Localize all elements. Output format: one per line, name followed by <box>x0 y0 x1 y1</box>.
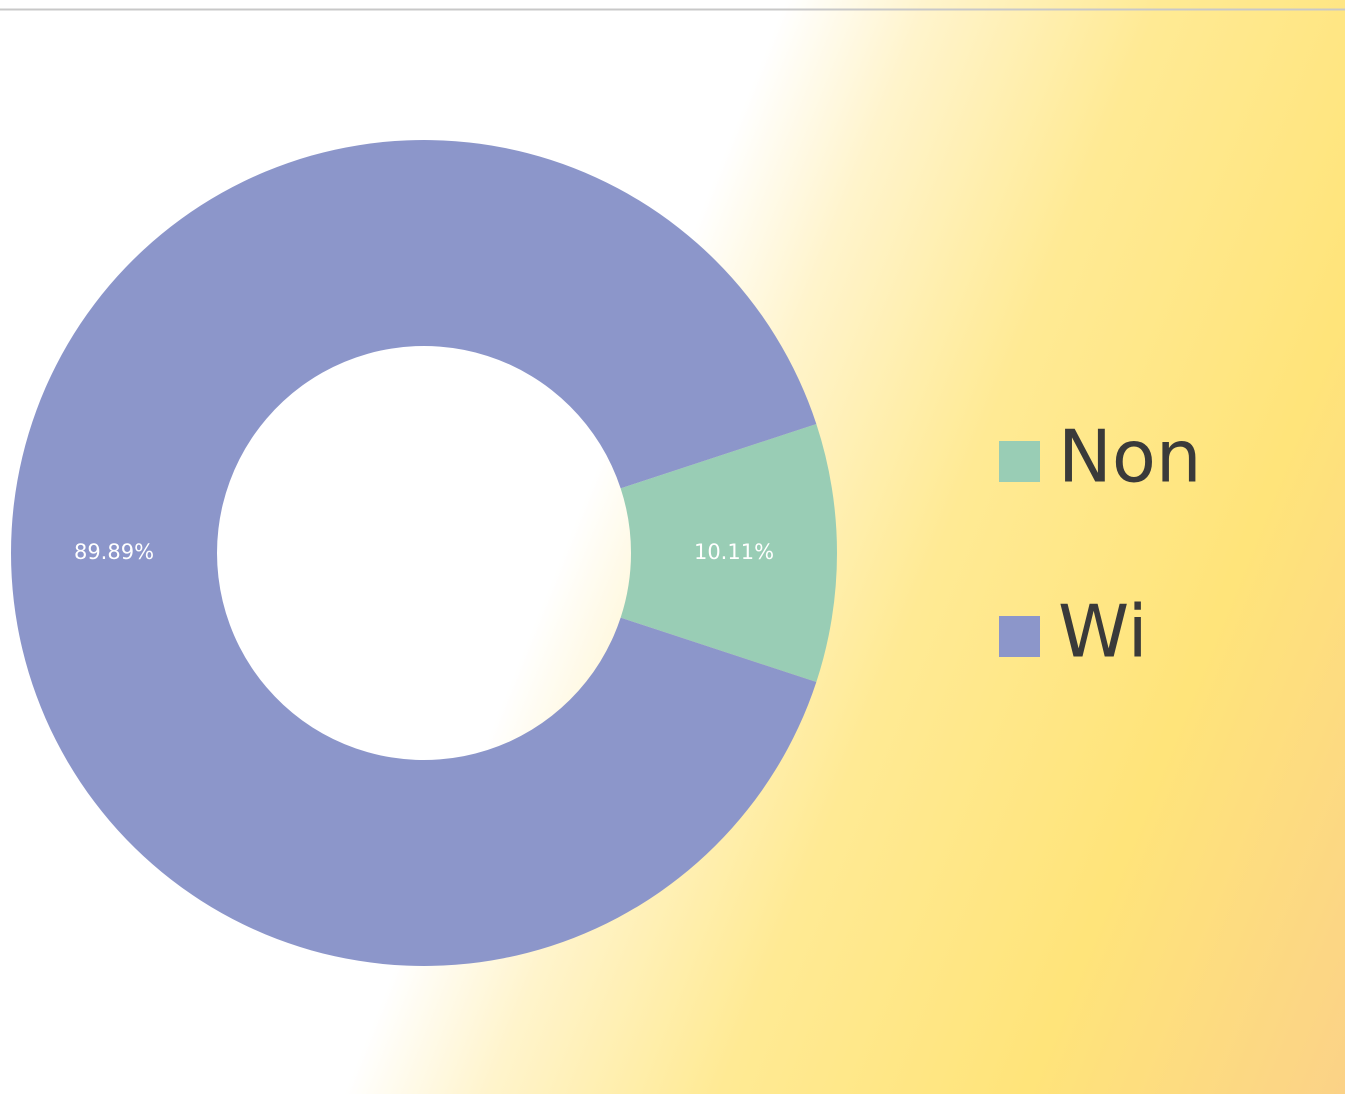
value-label: 89.89% <box>74 540 154 564</box>
legend-label: Wi <box>1058 590 1148 674</box>
value-label: 10.11% <box>694 540 774 564</box>
legend-swatch <box>999 441 1040 482</box>
donut-slice <box>11 140 817 966</box>
legend-label: Non <box>1058 415 1202 499</box>
donut-slice <box>620 424 838 682</box>
legend-swatch <box>999 616 1040 657</box>
